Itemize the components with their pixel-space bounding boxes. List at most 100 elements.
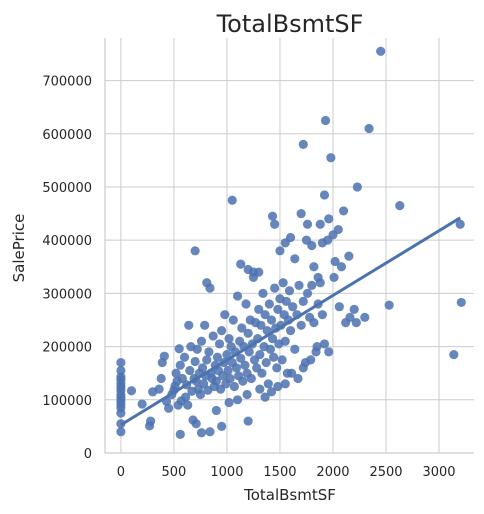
data-point xyxy=(159,351,169,361)
y-axis-label: SalePrice xyxy=(10,214,28,283)
data-point xyxy=(284,286,295,296)
y-tick-label: 200000 xyxy=(42,341,92,356)
data-point xyxy=(272,363,282,373)
data-point xyxy=(264,299,274,309)
data-point xyxy=(254,304,264,314)
y-tick-label: 0 xyxy=(84,447,92,462)
data-point xyxy=(270,219,280,229)
data-point xyxy=(217,421,227,431)
data-point xyxy=(175,360,185,370)
data-point xyxy=(223,365,233,376)
data-point xyxy=(307,280,317,291)
data-point xyxy=(334,302,344,312)
data-point xyxy=(116,372,126,382)
data-point xyxy=(217,326,227,336)
data-point xyxy=(214,339,225,349)
data-point xyxy=(224,334,234,344)
data-point xyxy=(212,352,222,362)
data-point xyxy=(298,139,308,150)
data-point xyxy=(254,267,264,277)
data-point xyxy=(364,123,374,134)
data-point xyxy=(236,353,246,363)
x-tick-label: 0 xyxy=(117,465,125,480)
data-point xyxy=(309,262,319,272)
y-tick-label: 400000 xyxy=(42,234,92,249)
x-tick-label: 2000 xyxy=(316,465,349,480)
y-tick-label: 100000 xyxy=(42,394,92,409)
data-point xyxy=(320,115,331,126)
data-point xyxy=(202,355,212,365)
data-point xyxy=(268,352,279,362)
data-point xyxy=(197,363,208,373)
data-point xyxy=(309,318,319,328)
data-point xyxy=(196,428,207,438)
data-point xyxy=(290,344,300,354)
data-point xyxy=(205,427,215,437)
data-point xyxy=(336,262,347,272)
y-tick-label: 600000 xyxy=(42,128,92,143)
data-point xyxy=(255,349,265,360)
data-point xyxy=(278,278,288,288)
data-point xyxy=(190,356,200,367)
data-point xyxy=(315,219,325,229)
data-point xyxy=(243,416,253,426)
data-point xyxy=(192,344,202,354)
data-point xyxy=(319,339,330,349)
data-point xyxy=(116,365,126,376)
data-point xyxy=(298,296,308,306)
data-point xyxy=(156,373,166,384)
data-point xyxy=(267,334,278,344)
data-point xyxy=(196,336,207,346)
data-point xyxy=(211,376,221,386)
data-point xyxy=(456,297,466,308)
data-point xyxy=(240,360,250,370)
data-point xyxy=(237,323,247,333)
data-point xyxy=(285,326,296,336)
data-point xyxy=(211,405,221,416)
y-tick-label: 300000 xyxy=(42,287,92,302)
data-point xyxy=(280,379,290,389)
data-point xyxy=(185,365,195,376)
data-point xyxy=(225,373,235,384)
x-tick-labels: 0 500 1000 1500 2000 2500 3000 xyxy=(117,465,456,480)
data-point xyxy=(312,341,322,352)
data-point xyxy=(290,254,300,264)
data-point xyxy=(360,312,370,322)
data-point xyxy=(255,384,265,394)
data-point xyxy=(288,302,298,312)
data-point xyxy=(395,200,405,211)
data-point xyxy=(449,349,459,360)
y-tick-labels: 0 100000 200000 300000 400000 500000 600000 700… xyxy=(42,75,92,462)
data-point xyxy=(266,387,277,397)
x-axis-label: TotalBsmtSF xyxy=(243,486,336,504)
data-point xyxy=(232,291,243,301)
data-point xyxy=(352,182,362,192)
data-points xyxy=(116,46,466,439)
x-tick-label: 3000 xyxy=(422,465,455,480)
data-point xyxy=(273,304,283,314)
data-point xyxy=(154,384,164,394)
data-point xyxy=(116,357,126,368)
data-point xyxy=(174,344,184,354)
x-tick-label: 1500 xyxy=(263,465,296,480)
data-point xyxy=(241,299,251,309)
data-point xyxy=(231,363,242,373)
data-point xyxy=(324,347,334,357)
data-point xyxy=(175,429,185,439)
data-point xyxy=(204,347,214,357)
data-point xyxy=(242,389,252,400)
data-point xyxy=(236,259,246,269)
data-point xyxy=(265,344,276,354)
data-point xyxy=(329,272,339,283)
data-point xyxy=(126,386,137,396)
data-point xyxy=(260,310,270,320)
data-point xyxy=(116,427,126,437)
data-point xyxy=(338,206,349,216)
data-point xyxy=(344,251,354,261)
grid-lines xyxy=(105,38,474,454)
data-point xyxy=(238,376,248,386)
data-point xyxy=(258,288,268,298)
data-point xyxy=(260,392,270,402)
data-point xyxy=(224,397,234,408)
